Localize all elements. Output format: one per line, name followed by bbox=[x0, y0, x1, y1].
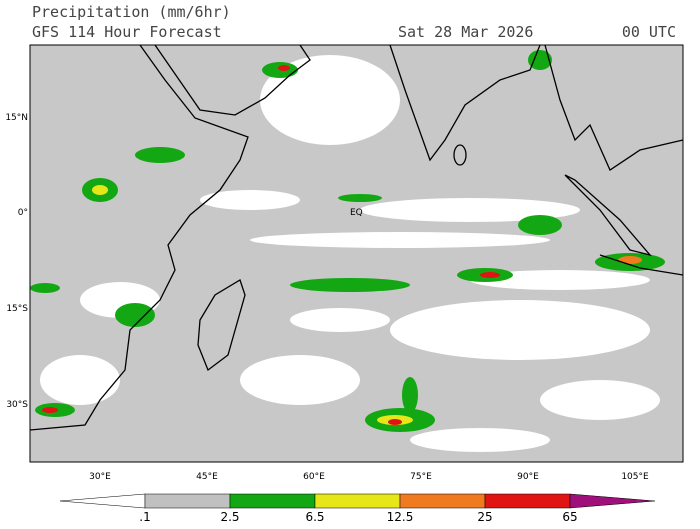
colorbar-cell bbox=[314, 493, 401, 509]
colorbar-label: 12.5 bbox=[387, 510, 414, 524]
colorbar-cell bbox=[144, 493, 231, 509]
lon-label: 75°E bbox=[410, 472, 432, 482]
colorbar-cell bbox=[399, 493, 486, 509]
lat-label: 0° bbox=[18, 208, 28, 218]
date: Sat 28 Mar 2026 bbox=[398, 23, 533, 41]
lon-label: 60°E bbox=[303, 472, 325, 482]
colorbar-label: 25 bbox=[477, 510, 492, 524]
equator-label: EQ bbox=[350, 208, 363, 218]
colorbar-label: 6.5 bbox=[305, 510, 324, 524]
rain-cells bbox=[30, 50, 665, 432]
map: EQ bbox=[29, 44, 684, 463]
colorbar-cell bbox=[569, 493, 656, 509]
colorbar-label: 65 bbox=[562, 510, 577, 524]
colorbar-label: .1 bbox=[139, 510, 150, 524]
dry-areas bbox=[40, 55, 660, 452]
colorbar-cell bbox=[229, 493, 316, 509]
lon-labels: 30°E 45°E 60°E 75°E 90°E 105°E bbox=[89, 472, 649, 482]
map-frame bbox=[29, 44, 684, 463]
lon-label: 105°E bbox=[621, 472, 649, 482]
title: Precipitation (mm/6hr) bbox=[32, 3, 231, 21]
lat-label: 30°S bbox=[6, 400, 28, 410]
subtitle: GFS 114 Hour Forecast bbox=[32, 23, 222, 41]
colorbar-cell bbox=[59, 493, 146, 509]
time: 00 UTC bbox=[622, 23, 676, 41]
lat-labels: 15°N 0° 15°S 30°S bbox=[5, 113, 28, 410]
colorbar: .1 2.5 6.5 12.5 25 65 bbox=[59, 493, 656, 524]
colorbar-label: 2.5 bbox=[220, 510, 239, 524]
lat-label: 15°S bbox=[6, 304, 28, 314]
lon-label: 45°E bbox=[196, 472, 218, 482]
colorbar-cell bbox=[484, 493, 571, 509]
lon-label: 30°E bbox=[89, 472, 111, 482]
lon-label: 90°E bbox=[517, 472, 539, 482]
coastlines bbox=[29, 44, 684, 431]
lat-label: 15°N bbox=[5, 113, 28, 123]
